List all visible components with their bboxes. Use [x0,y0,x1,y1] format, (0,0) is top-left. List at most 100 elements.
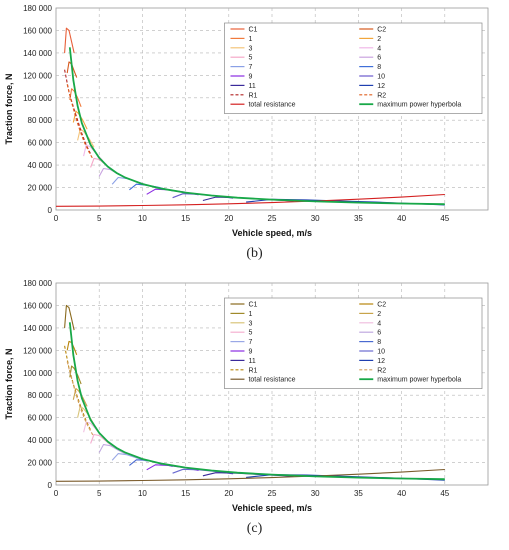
legend-label: total resistance [248,377,295,384]
caption-c: (c) [246,521,263,536]
legend-label: 5 [248,55,252,62]
series-line-r1 [64,69,92,155]
legend-label: 3 [248,320,252,327]
y-tick-label: 140 000 [23,49,52,58]
legend-label: 10 [377,74,385,81]
legend-label: 8 [377,339,381,346]
y-tick-label: 60 000 [28,139,53,148]
y-tick-label: 0 [48,206,53,215]
legend-label: 2 [377,311,381,318]
series-line-3 [77,128,95,148]
y-tick-label: 160 000 [23,301,52,310]
legend-label: C2 [377,302,386,309]
y-tick-label: 120 000 [23,346,52,355]
legend-label: maximum power hyperbola [377,102,461,109]
legend-label: R2 [377,367,386,374]
chart-panel-c: 0 20 000 40 000 60 000 80 000 100 000 120 000 1… [0,275,509,550]
y-tick-label: 140 000 [23,324,52,333]
legend-label: C1 [248,27,257,34]
legend-box [224,297,483,389]
x-tick-label: 20 [224,214,233,223]
y-tick-label: 180 000 [23,4,52,13]
x-tick-label: 45 [440,214,449,223]
y-axis-label: Traction force, N [4,348,14,419]
x-tick-label: 25 [268,214,277,223]
x-tick-label: 0 [54,214,59,223]
y-tick-label: 20 000 [28,184,53,193]
y-tick-label: 100 000 [23,94,52,103]
x-tick-label: 35 [354,489,363,498]
legend-label: maximum power hyperbola [377,377,461,384]
y-tick-label: 40 000 [28,436,53,445]
y-tick-label: 20 000 [28,459,53,468]
legend-label: 5 [248,330,252,337]
y-tick-label: 80 000 [28,116,53,125]
y-tick-label: 100 000 [23,369,52,378]
legend-label: 11 [248,358,255,365]
series-line-r2 [66,361,94,436]
legend-label: 9 [248,349,252,356]
series-line-total-resistance [55,193,445,207]
legend-label: 2 [377,36,381,43]
legend-box [224,22,483,114]
y-axis-label: Traction force, N [4,73,14,144]
x-tick-label: 10 [138,214,147,223]
y-tick-label: 60 000 [28,414,53,423]
legend-label: 6 [377,55,381,62]
legend-label: 7 [248,339,252,346]
legend-label: total resistance [248,102,295,109]
legend-label: 12 [377,83,385,90]
chart-panel-b: 0 20 000 40 000 60 000 80 000 100 000 120 000 1… [4,4,489,238]
legend-label: 4 [377,320,381,327]
legend-label: R2 [377,92,386,99]
y-tick-label: 0 [48,481,53,490]
x-tick-label: 25 [268,489,277,498]
x-tick-label: 30 [311,214,320,223]
x-tick-label: 0 [54,489,59,498]
x-tick-label: 15 [181,489,190,498]
legend-label: 10 [377,349,385,356]
series-line-total-resistance [55,468,445,482]
x-tick-label: 15 [181,214,190,223]
series-line-1 [69,365,82,385]
series-line-c1 [64,27,75,54]
y-tick-label: 80 000 [28,391,53,400]
legend-label: 11 [248,83,255,90]
y-tick-label: 120 000 [23,71,52,80]
y-tick-label: 160 000 [23,26,52,35]
legend-label: 12 [377,358,385,365]
series-line-r2 [66,84,94,160]
series-line-maximum-power-hyperbola [68,322,445,481]
x-tick-label: 35 [354,214,363,223]
x-axis-label: Vehicle speed, m/s [232,228,312,238]
x-tick-label: 45 [440,489,449,498]
legend-label: 6 [377,330,381,337]
series-line-1 [69,88,82,107]
legend-label: C1 [248,302,257,309]
legend-label: C2 [377,27,386,34]
x-tick-label: 10 [138,489,147,498]
chart-svg: 0 20 000 40 000 60 000 80 000 100 000 120 000 1… [4,4,489,238]
y-tick-label: 180 000 [23,279,52,288]
legend-label: 1 [248,311,252,318]
legend-label: 3 [248,45,252,52]
x-tick-label: 40 [397,489,406,498]
x-tick-label: 20 [224,489,233,498]
legend-label: R1 [248,92,257,99]
x-tick-label: 5 [97,489,102,498]
x-tick-label: 5 [97,214,102,223]
series-line-6 [98,444,128,456]
x-axis-label: Vehicle speed, m/s [232,503,312,513]
y-tick-label: 40 000 [28,161,53,170]
chart-svg: 0 20 000 40 000 60 000 80 000 100 000 120 000 1… [4,279,489,513]
legend-label: R1 [248,367,257,374]
legend-label: 8 [377,64,381,71]
legend-label: 1 [248,36,252,43]
legend-label: 9 [248,74,252,81]
series-line-c1 [64,304,75,331]
x-tick-label: 30 [311,489,320,498]
legend-label: 7 [248,64,252,71]
caption-b: (b) [246,246,263,261]
legend-label: 4 [377,45,381,52]
series-line-maximum-power-hyperbola [68,47,445,206]
